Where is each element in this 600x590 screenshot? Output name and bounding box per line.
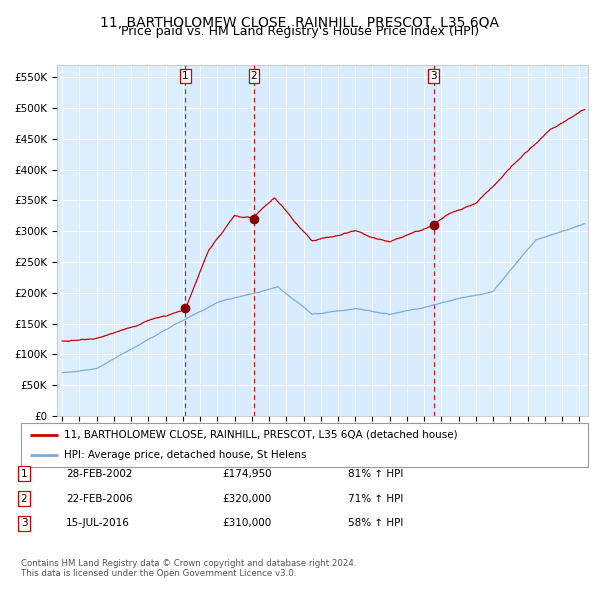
Text: 1: 1	[20, 469, 28, 478]
Text: 58% ↑ HPI: 58% ↑ HPI	[348, 519, 403, 528]
Text: £174,950: £174,950	[222, 469, 272, 478]
Text: 28-FEB-2002: 28-FEB-2002	[66, 469, 133, 478]
Bar	[185, 65, 254, 416]
Text: £310,000: £310,000	[222, 519, 271, 528]
Text: This data is licensed under the Open Government Licence v3.0.: This data is licensed under the Open Gov…	[21, 569, 296, 578]
Text: 1: 1	[182, 71, 189, 81]
Text: £320,000: £320,000	[222, 494, 271, 503]
Text: HPI: Average price, detached house, St Helens: HPI: Average price, detached house, St H…	[64, 450, 306, 460]
Text: Price paid vs. HM Land Registry's House Price Index (HPI): Price paid vs. HM Land Registry's House …	[121, 25, 479, 38]
Text: Contains HM Land Registry data © Crown copyright and database right 2024.: Contains HM Land Registry data © Crown c…	[21, 559, 356, 568]
Text: 2: 2	[251, 71, 257, 81]
Text: 71% ↑ HPI: 71% ↑ HPI	[348, 494, 403, 503]
Text: 15-JUL-2016: 15-JUL-2016	[66, 519, 130, 528]
Text: 3: 3	[430, 71, 437, 81]
Text: 3: 3	[20, 519, 28, 528]
Text: 11, BARTHOLOMEW CLOSE, RAINHILL, PRESCOT, L35 6QA (detached house): 11, BARTHOLOMEW CLOSE, RAINHILL, PRESCOT…	[64, 430, 457, 440]
Text: 11, BARTHOLOMEW CLOSE, RAINHILL, PRESCOT, L35 6QA: 11, BARTHOLOMEW CLOSE, RAINHILL, PRESCOT…	[101, 16, 499, 30]
Bar	[254, 65, 434, 416]
Text: 22-FEB-2006: 22-FEB-2006	[66, 494, 133, 503]
Text: 2: 2	[20, 494, 28, 503]
Text: 81% ↑ HPI: 81% ↑ HPI	[348, 469, 403, 478]
